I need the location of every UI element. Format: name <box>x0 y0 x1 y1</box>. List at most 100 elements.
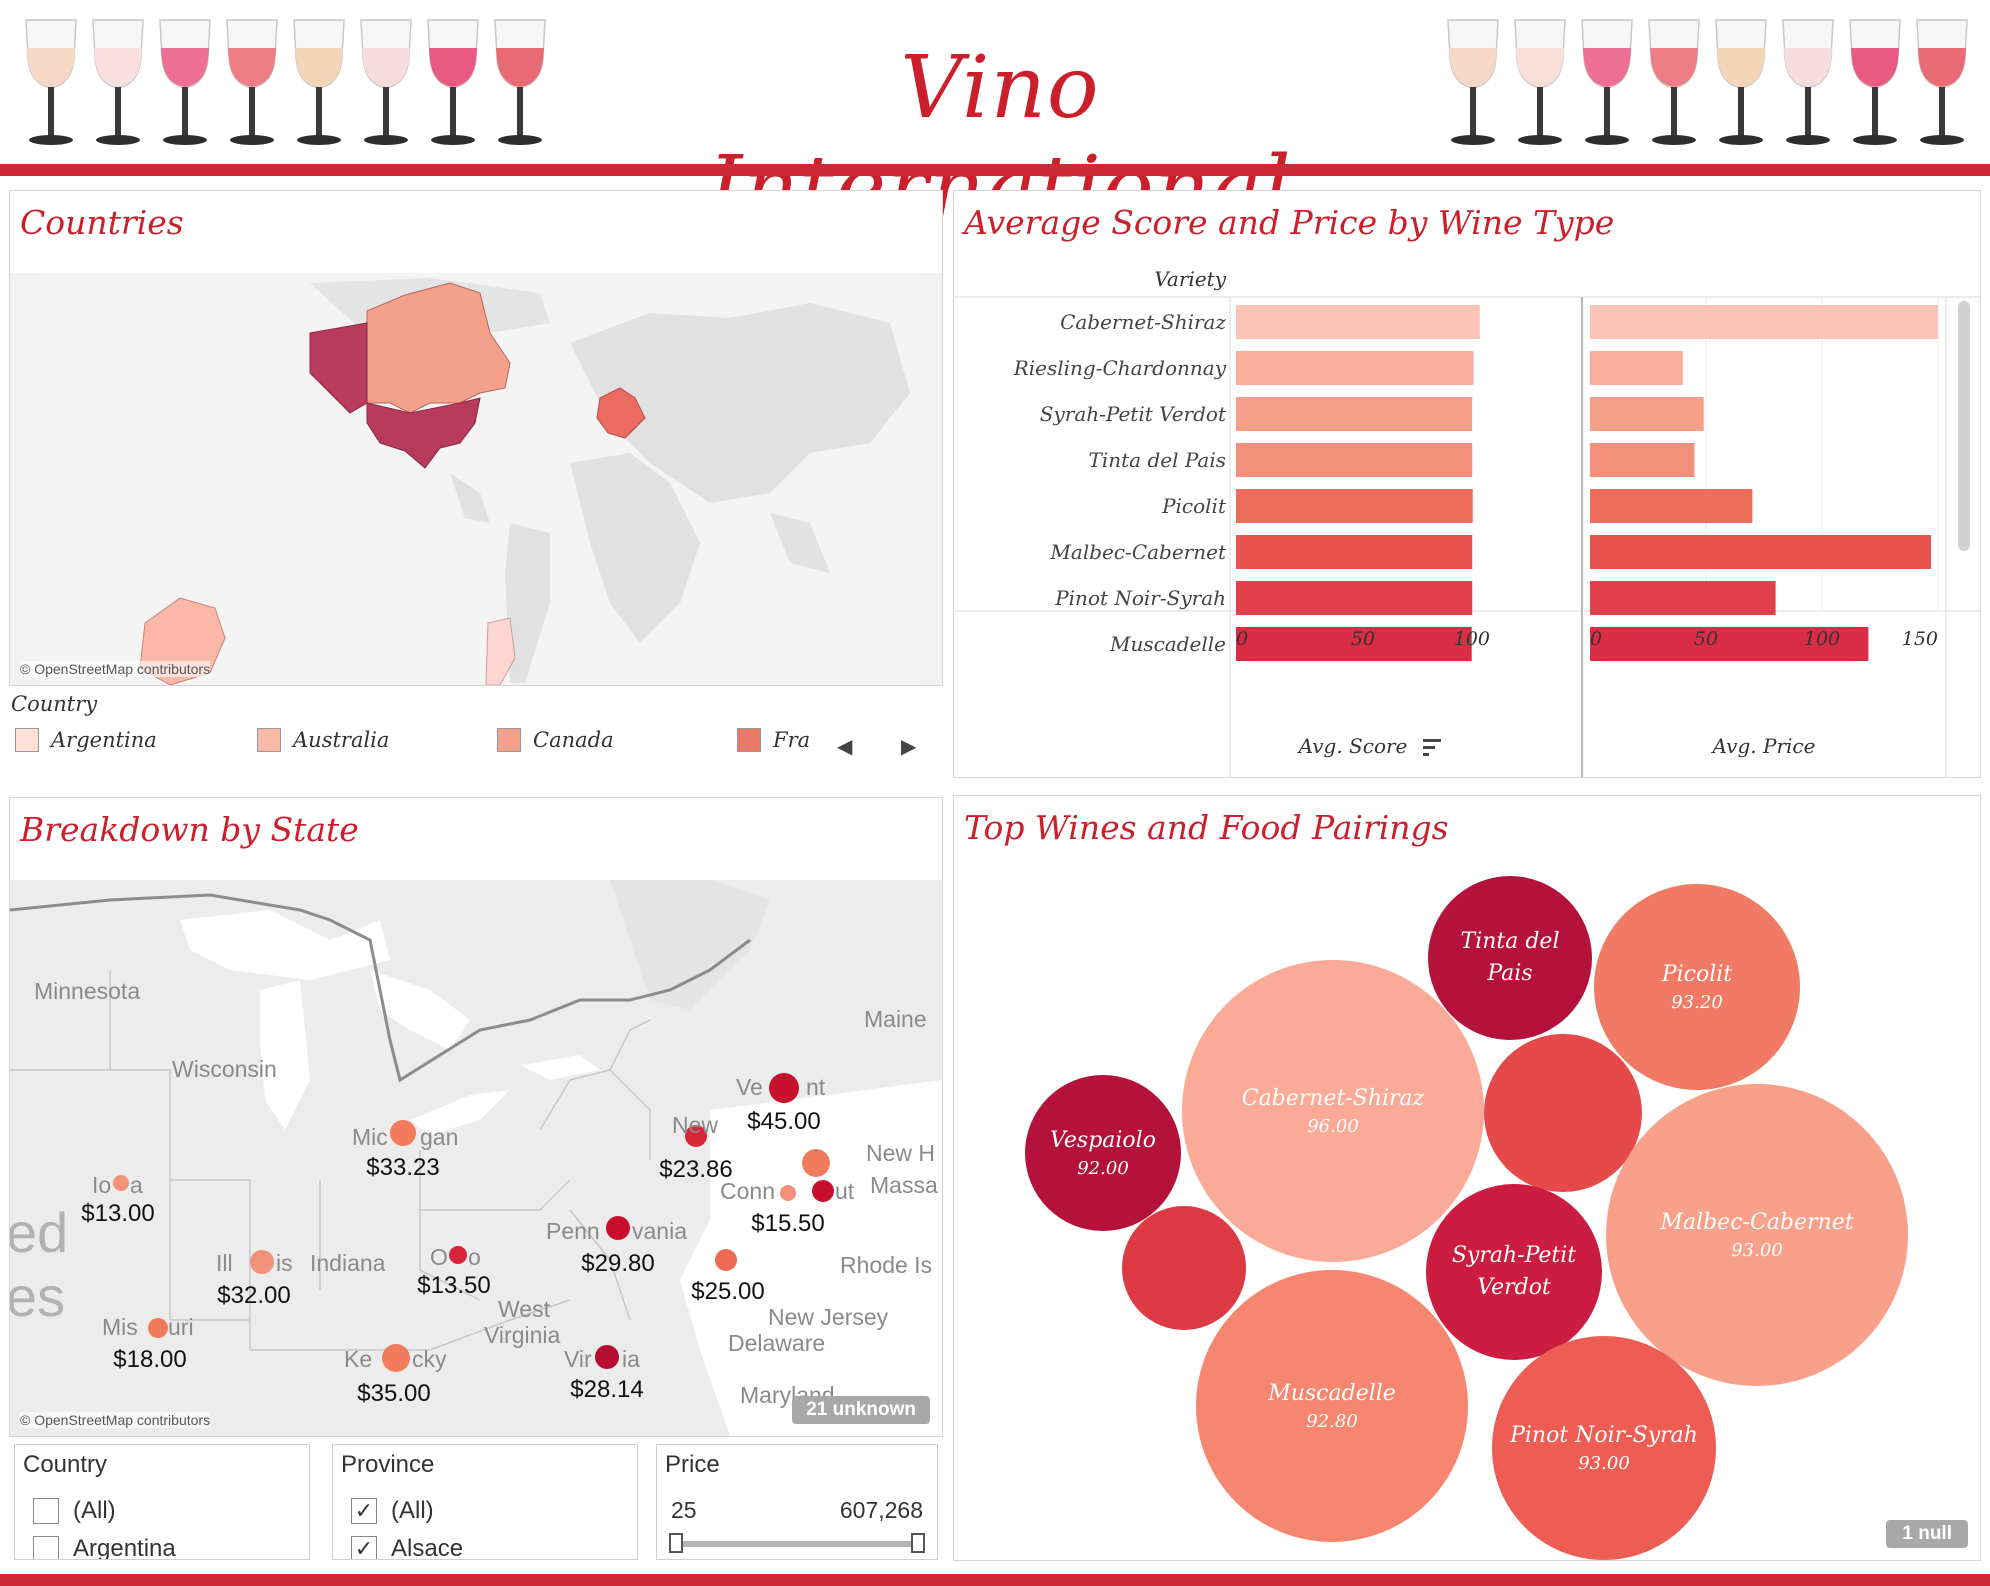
state-dot-vermont[interactable] <box>769 1073 799 1103</box>
alaska-region[interactable] <box>309 322 368 414</box>
wine-glass-image <box>1444 18 1502 148</box>
unknown-badge[interactable]: 21 unknown <box>792 1396 930 1424</box>
bubble-muscadelle[interactable]: Muscadelle 92.80 <box>1196 1270 1468 1542</box>
bubble-unlabeled-1[interactable] <box>1484 1034 1642 1192</box>
state-dot-new-jersey[interactable] <box>715 1249 737 1271</box>
wine-glass-image <box>1645 18 1703 148</box>
state-label-iowa-b: a <box>130 1172 143 1198</box>
null-badge[interactable]: 1 null <box>1886 1520 1968 1548</box>
country-option-argentina[interactable]: Argentina <box>33 1535 176 1559</box>
legend-item-australia[interactable]: Australia <box>257 728 437 752</box>
state-title: Breakdown by State <box>20 810 359 849</box>
bubble-name: Picolit <box>1661 962 1733 987</box>
score-axis-title: Avg. Score <box>1297 734 1408 758</box>
region-label-massachusetts: Massa <box>870 1172 938 1198</box>
checkbox-checked[interactable]: ✓ <box>351 1498 377 1524</box>
bubble-unlabeled-2[interactable] <box>1122 1206 1246 1330</box>
wine-glass-image <box>424 18 482 148</box>
sort-descending-icon <box>1423 753 1429 756</box>
state-dot-michigan[interactable] <box>390 1120 416 1146</box>
province-option-alsace[interactable]: ✓ Alsace <box>351 1535 463 1559</box>
africa-landmass <box>570 453 700 643</box>
state-dot-ohio[interactable] <box>449 1246 467 1264</box>
legend-label: Canada <box>533 728 614 752</box>
wine-glass-image <box>1913 18 1971 148</box>
state-label-virginia-a: Vir <box>564 1346 592 1372</box>
state-label-connecticut-b: ut <box>835 1178 855 1204</box>
variety-label: Malbec-Cabernet <box>1049 540 1227 564</box>
variety-label: Syrah-Petit Verdot <box>1040 402 1227 426</box>
bubble-malbec-cabernet[interactable]: Malbec-Cabernet 93.00 <box>1606 1084 1908 1386</box>
state-dot-illinois[interactable] <box>250 1250 274 1274</box>
bubble-syrah-petit-verdot[interactable]: Syrah-Petit Verdot <box>1426 1184 1602 1360</box>
price-min-value: 25 <box>671 1497 697 1523</box>
state-map-graphic <box>10 880 942 1436</box>
legend-item-france[interactable]: Fra <box>737 728 829 752</box>
world-map[interactable]: © OpenStreetMap contributors <box>10 273 942 686</box>
state-label-pennsylvania-b: vania <box>632 1218 687 1244</box>
legend-swatch <box>15 728 39 752</box>
score-bar <box>1236 305 1480 339</box>
bubble-picolit[interactable]: Picolit 93.20 <box>1594 884 1800 1090</box>
state-dot-rhode-island[interactable] <box>780 1185 796 1201</box>
price-slider-min-handle[interactable] <box>669 1533 683 1553</box>
state-dot-connecticut[interactable] <box>812 1180 834 1202</box>
state-dot-kentucky[interactable] <box>382 1344 410 1372</box>
legend-next-arrow-icon[interactable]: ▶ <box>901 736 917 758</box>
price-slider-track[interactable] <box>673 1541 921 1547</box>
legend-swatch <box>257 728 281 752</box>
state-label-vermont-a: Ve <box>736 1074 763 1100</box>
state-dot-virginia[interactable] <box>595 1345 619 1369</box>
legend-prev-arrow-icon[interactable]: ◀ <box>837 736 853 758</box>
score-price-bar-chart: Variety Cabernet-Shiraz Riesling-Chardonna… <box>954 267 1980 777</box>
state-dot-new-york[interactable] <box>685 1125 707 1147</box>
map-attribution[interactable]: © OpenStreetMap contributors <box>20 1412 211 1428</box>
score-price-panel: Average Score and Price by Wine Type Var… <box>953 190 1981 778</box>
state-dot-iowa[interactable] <box>113 1175 129 1191</box>
international-border <box>10 893 751 1083</box>
usa-region[interactable] <box>366 397 481 469</box>
southeast-asia-landmass <box>770 513 830 573</box>
state-label-vermont-b: nt <box>806 1074 826 1100</box>
score-tick-label: 100 <box>1454 628 1490 650</box>
state-panel: Breakdown by State <box>9 797 943 1437</box>
bubble-score: 93.00 <box>1731 1240 1783 1261</box>
canada-region[interactable] <box>366 282 511 414</box>
bubble-pinot-noir-syrah[interactable]: Pinot Noir-Syrah 93.00 <box>1492 1336 1716 1560</box>
variety-label: Riesling-Chardonnay <box>1013 356 1227 380</box>
wine-glass-image <box>290 18 348 148</box>
bubble-score: 96.00 <box>1307 1116 1359 1137</box>
wine-glass-image <box>491 18 549 148</box>
state-dot-missouri[interactable] <box>148 1318 168 1338</box>
legend-item-argentina[interactable]: Argentina <box>15 728 195 752</box>
bubble-cabernet-shiraz[interactable]: Cabernet-Shiraz 96.00 <box>1182 960 1484 1262</box>
bubble-name: Tinta del Pais <box>1460 929 1560 986</box>
row-header-variety: Variety <box>1154 267 1226 291</box>
score-bar <box>1236 627 1472 661</box>
state-dot-massachusetts[interactable] <box>802 1149 830 1177</box>
province-filter: Province ✓ (All) ✓ Alsace <box>332 1444 638 1560</box>
price-bar <box>1590 397 1704 431</box>
bubble-vespaiolo[interactable]: Vespaiolo 92.00 <box>1025 1075 1181 1231</box>
france-italy-region[interactable] <box>596 387 646 439</box>
legend-item-canada[interactable]: Canada <box>497 728 677 752</box>
country-option-all[interactable]: (All) <box>33 1497 116 1525</box>
checkbox[interactable] <box>33 1536 59 1559</box>
central-america-landmass <box>450 473 490 523</box>
bubble-name: Muscadelle <box>1268 1381 1396 1406</box>
score-bar <box>1236 535 1473 569</box>
province-option-all[interactable]: ✓ (All) <box>351 1497 434 1525</box>
region-label-united-states-bottom: es <box>10 1265 66 1328</box>
price-slider-max-handle[interactable] <box>911 1533 925 1553</box>
state-label-missouri-a: Mis <box>102 1314 138 1340</box>
region-label-minnesota: Minnesota <box>34 978 141 1004</box>
wine-glasses-left-image <box>22 18 558 148</box>
checkbox-checked[interactable]: ✓ <box>351 1536 377 1559</box>
bubble-tinta-del-pais[interactable]: Tinta del Pais <box>1428 876 1592 1040</box>
argentina-region[interactable] <box>485 617 516 686</box>
legend-label: Australia <box>293 728 390 752</box>
map-attribution[interactable]: © OpenStreetMap contributors <box>20 661 211 677</box>
checkbox[interactable] <box>33 1498 59 1524</box>
state-dot-pennsylvania[interactable] <box>606 1216 630 1240</box>
state-map[interactable]: Minnesota Wisconsin Maine New H Massa Rh… <box>10 880 942 1436</box>
